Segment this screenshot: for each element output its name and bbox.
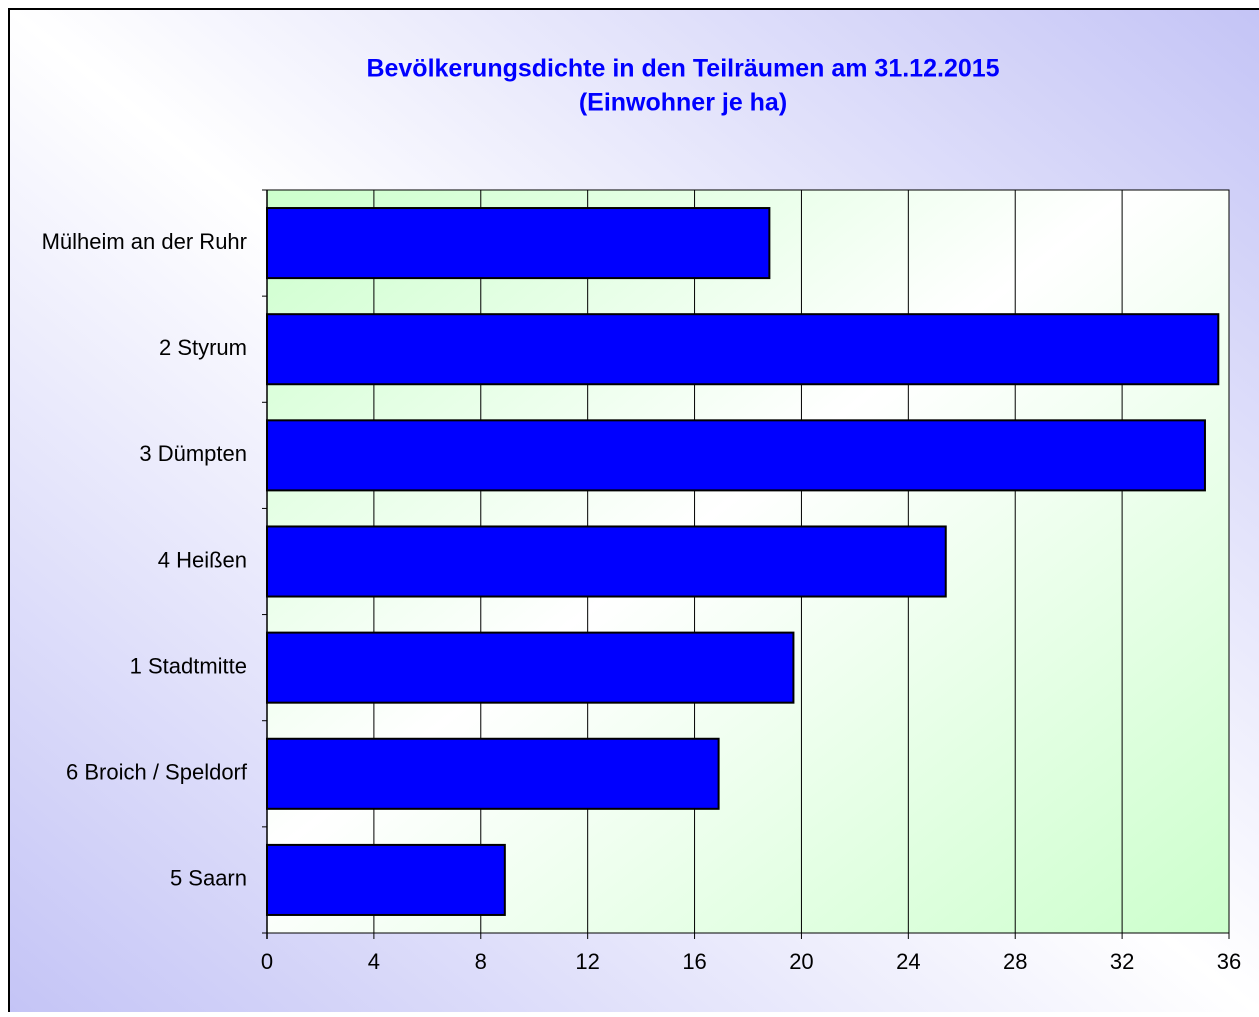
bar <box>266 419 1206 492</box>
bar <box>266 631 795 704</box>
x-tick-label: 16 <box>682 949 706 974</box>
y-tick-label: 6 Broich / Speldorf <box>66 760 248 785</box>
x-tick-label: 36 <box>1217 949 1241 974</box>
x-tick-label: 28 <box>1003 949 1027 974</box>
x-tick-label: 0 <box>261 949 273 974</box>
y-tick-label: 1 Stadtmitte <box>130 653 247 678</box>
x-tick-label: 12 <box>575 949 599 974</box>
x-tick-label: 32 <box>1110 949 1134 974</box>
x-tick-label: 4 <box>368 949 380 974</box>
x-tick-label: 8 <box>475 949 487 974</box>
chart-title: Bevölkerungsdichte in den Teilräumen am … <box>366 55 999 83</box>
y-tick-label: 2 Styrum <box>159 335 247 360</box>
bar <box>266 843 506 916</box>
bar <box>266 207 771 280</box>
y-tick-label: Mülheim an der Ruhr <box>42 229 247 254</box>
bar <box>266 313 1220 386</box>
bar <box>266 525 947 598</box>
y-tick-label: 4 Heißen <box>158 547 247 572</box>
bar <box>266 737 720 810</box>
y-tick-label: 5 Saarn <box>170 866 247 891</box>
y-tick-label: 3 Dümpten <box>139 441 247 466</box>
x-tick-label: 20 <box>789 949 813 974</box>
chart-subtitle: (Einwohner je ha) <box>579 89 787 117</box>
x-tick-label: 24 <box>896 949 920 974</box>
